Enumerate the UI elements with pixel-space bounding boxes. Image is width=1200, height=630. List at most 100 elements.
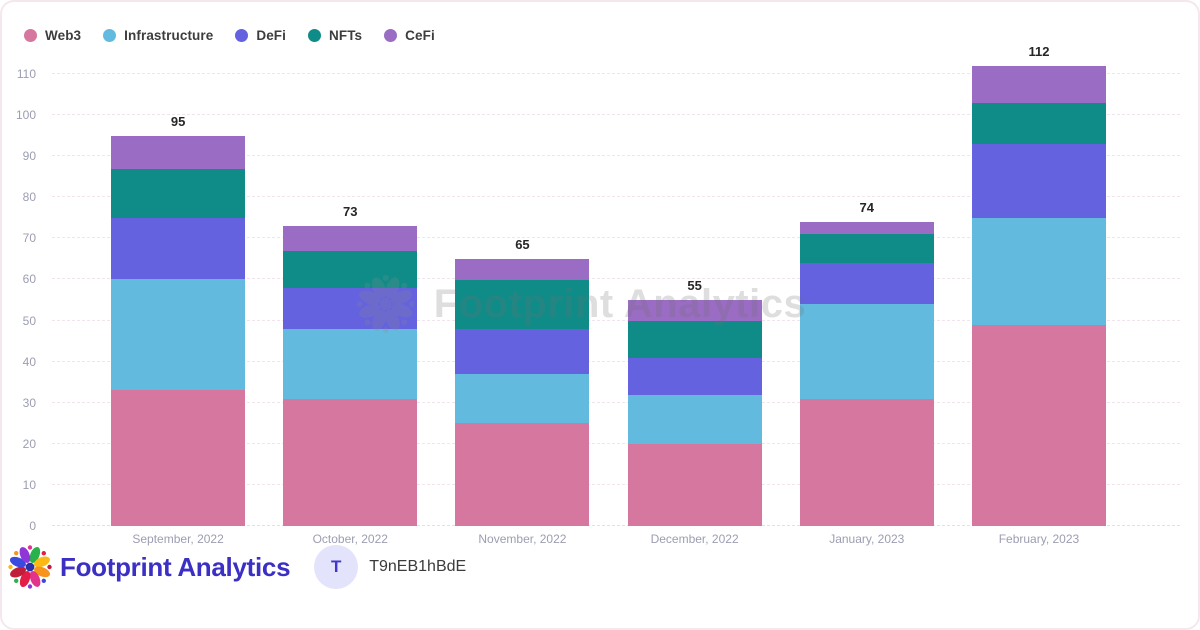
legend-dot-icon <box>24 29 37 42</box>
bar-segment-infrastructure[interactable] <box>971 217 1106 325</box>
gridline <box>52 442 1180 444</box>
legend-item-defi[interactable]: DeFi <box>235 28 286 43</box>
x-tick-label: December, 2022 <box>650 532 739 546</box>
bar-column: 74 <box>781 74 953 526</box>
x-tick-label: October, 2022 <box>312 532 388 546</box>
user-chip-label: T9nEB1hBdE <box>369 558 467 575</box>
gridline <box>52 483 1180 485</box>
plot-area: 95 73 65 55 74 112 <box>52 44 1180 526</box>
bar-segment-web3[interactable] <box>455 423 590 526</box>
bar-stack <box>971 65 1106 526</box>
avatar: T <box>314 545 359 589</box>
bar-segment-infrastructure[interactable] <box>455 373 590 424</box>
x-tick-label: February, 2023 <box>998 532 1080 546</box>
gridline <box>52 73 1180 74</box>
bar-segment-nfts[interactable] <box>455 279 590 329</box>
bar-total-label: 65 <box>515 236 530 252</box>
legend-dot-icon <box>308 29 321 42</box>
bar-segment-cefi[interactable] <box>111 135 246 169</box>
bars-container: 95 73 65 55 74 112 <box>92 44 1125 526</box>
bar-segment-defi[interactable] <box>111 217 246 280</box>
gridline <box>52 525 1180 526</box>
y-tick-label: 100 <box>15 108 36 123</box>
bar-segment-nfts[interactable] <box>283 250 418 288</box>
bar-column: 112 <box>953 44 1125 526</box>
bar-segment-defi[interactable] <box>971 143 1106 218</box>
bar-stack <box>627 300 762 526</box>
x-tick-label: November, 2022 <box>478 532 567 546</box>
bar-segment-nfts[interactable] <box>111 168 246 218</box>
legend-item-infrastructure[interactable]: Infrastructure <box>103 28 213 43</box>
bar-segment-cefi[interactable] <box>283 226 418 251</box>
y-tick-label: 90 <box>22 149 36 164</box>
bar-segment-infrastructure[interactable] <box>627 394 762 444</box>
bar-column: 65 <box>436 74 608 526</box>
bar-total-label: 73 <box>343 204 358 220</box>
legend-dot-icon <box>384 29 398 42</box>
bar-segment-nfts[interactable] <box>627 320 762 358</box>
bar-segment-cefi[interactable] <box>455 258 590 280</box>
gridline <box>52 278 1180 280</box>
y-axis-labels: 0 10 20 30 40 50 60 70 80 90 100 110 <box>2 67 44 533</box>
bar-segment-defi[interactable] <box>627 357 762 395</box>
bar-segment-web3[interactable] <box>111 390 246 526</box>
legend-item-label: NFTs <box>329 28 363 43</box>
bar-total-label: 55 <box>687 278 702 293</box>
bar-column: 73 <box>264 74 436 526</box>
bar-segment-defi[interactable] <box>799 263 934 305</box>
y-tick-label: 30 <box>22 395 36 410</box>
legend-item-label: Infrastructure <box>124 28 214 43</box>
bar-segment-defi[interactable] <box>455 328 590 374</box>
legend-dot-icon <box>235 29 249 42</box>
bar-segment-web3[interactable] <box>627 443 762 526</box>
y-tick-label: 10 <box>22 477 36 492</box>
legend-item-label: CeFi <box>405 28 435 43</box>
legend: Web3 Infrastructure DeFi NFTs CeFi <box>24 28 435 43</box>
gridline <box>52 401 1180 403</box>
x-tick-label: September, 2022 <box>132 532 224 546</box>
user-chip[interactable]: T T9nEB1hBdE <box>314 545 466 589</box>
legend-item-web3[interactable]: Web3 <box>24 28 81 43</box>
bar-stack <box>799 221 934 526</box>
gridline <box>52 237 1180 239</box>
y-tick-label: 0 <box>29 519 36 533</box>
bar-segment-cefi[interactable] <box>627 300 762 321</box>
bar-segment-web3[interactable] <box>283 398 418 526</box>
gridline <box>52 155 1180 157</box>
footprint-brand-link[interactable]: Footprint Analytics <box>6 543 291 591</box>
legend-item-label: Web3 <box>45 28 82 43</box>
legend-item-nfts[interactable]: NFTs <box>308 28 362 43</box>
bar-segment-infrastructure[interactable] <box>111 279 246 391</box>
bar-segment-web3[interactable] <box>799 398 934 526</box>
bar-segment-cefi[interactable] <box>799 221 934 235</box>
x-tick-label: January, 2023 <box>829 532 905 546</box>
legend-item-label: DeFi <box>256 28 286 43</box>
bar-segment-nfts[interactable] <box>971 102 1106 144</box>
x-axis-labels: September, 2022 October, 2022 November, 20… <box>92 532 1125 546</box>
footer: Footprint Analytics T T9nEB1hBdE <box>6 543 466 591</box>
bar-total-label: 74 <box>859 199 874 215</box>
bar-segment-defi[interactable] <box>283 287 418 329</box>
y-tick-label: 70 <box>22 231 36 246</box>
bar-stack <box>111 135 246 526</box>
bar-segment-nfts[interactable] <box>799 234 934 264</box>
y-tick-label: 60 <box>22 272 36 287</box>
y-tick-label: 110 <box>16 67 36 81</box>
legend-item-cefi[interactable]: CeFi <box>384 28 435 43</box>
brand-name: Footprint Analytics <box>60 551 291 582</box>
bar-segment-infrastructure[interactable] <box>283 328 418 399</box>
y-tick-label: 80 <box>22 190 36 205</box>
bar-segment-infrastructure[interactable] <box>799 304 934 399</box>
gridline <box>52 319 1180 321</box>
bar-segment-web3[interactable] <box>971 324 1106 526</box>
bar-column: 55 <box>609 74 781 526</box>
gridline <box>52 196 1180 198</box>
bar-total-label: 112 <box>1028 43 1050 59</box>
bar-stack <box>283 226 418 526</box>
legend-dot-icon <box>103 29 117 42</box>
gridline <box>52 360 1180 362</box>
bar-stack <box>455 258 590 526</box>
gridline <box>52 114 1180 116</box>
bar-segment-cefi[interactable] <box>971 65 1106 103</box>
